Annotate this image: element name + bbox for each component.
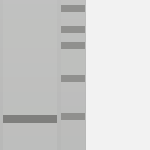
Bar xyxy=(3,115,57,123)
Bar xyxy=(61,75,85,82)
Text: 18 kDa: 18 kDa xyxy=(93,112,125,121)
Bar xyxy=(61,113,85,120)
Bar xyxy=(0,0,86,150)
Text: 45 kDa: 45 kDa xyxy=(93,25,125,34)
Text: 25 kDa: 25 kDa xyxy=(93,74,125,83)
Bar xyxy=(61,42,85,49)
Bar xyxy=(61,5,85,12)
Text: 35 kDa: 35 kDa xyxy=(93,41,125,50)
Text: 66.2kDa: 66.2kDa xyxy=(93,4,131,13)
Bar xyxy=(61,0,85,150)
Bar xyxy=(86,0,150,150)
Bar xyxy=(3,0,57,150)
Bar xyxy=(61,26,85,33)
